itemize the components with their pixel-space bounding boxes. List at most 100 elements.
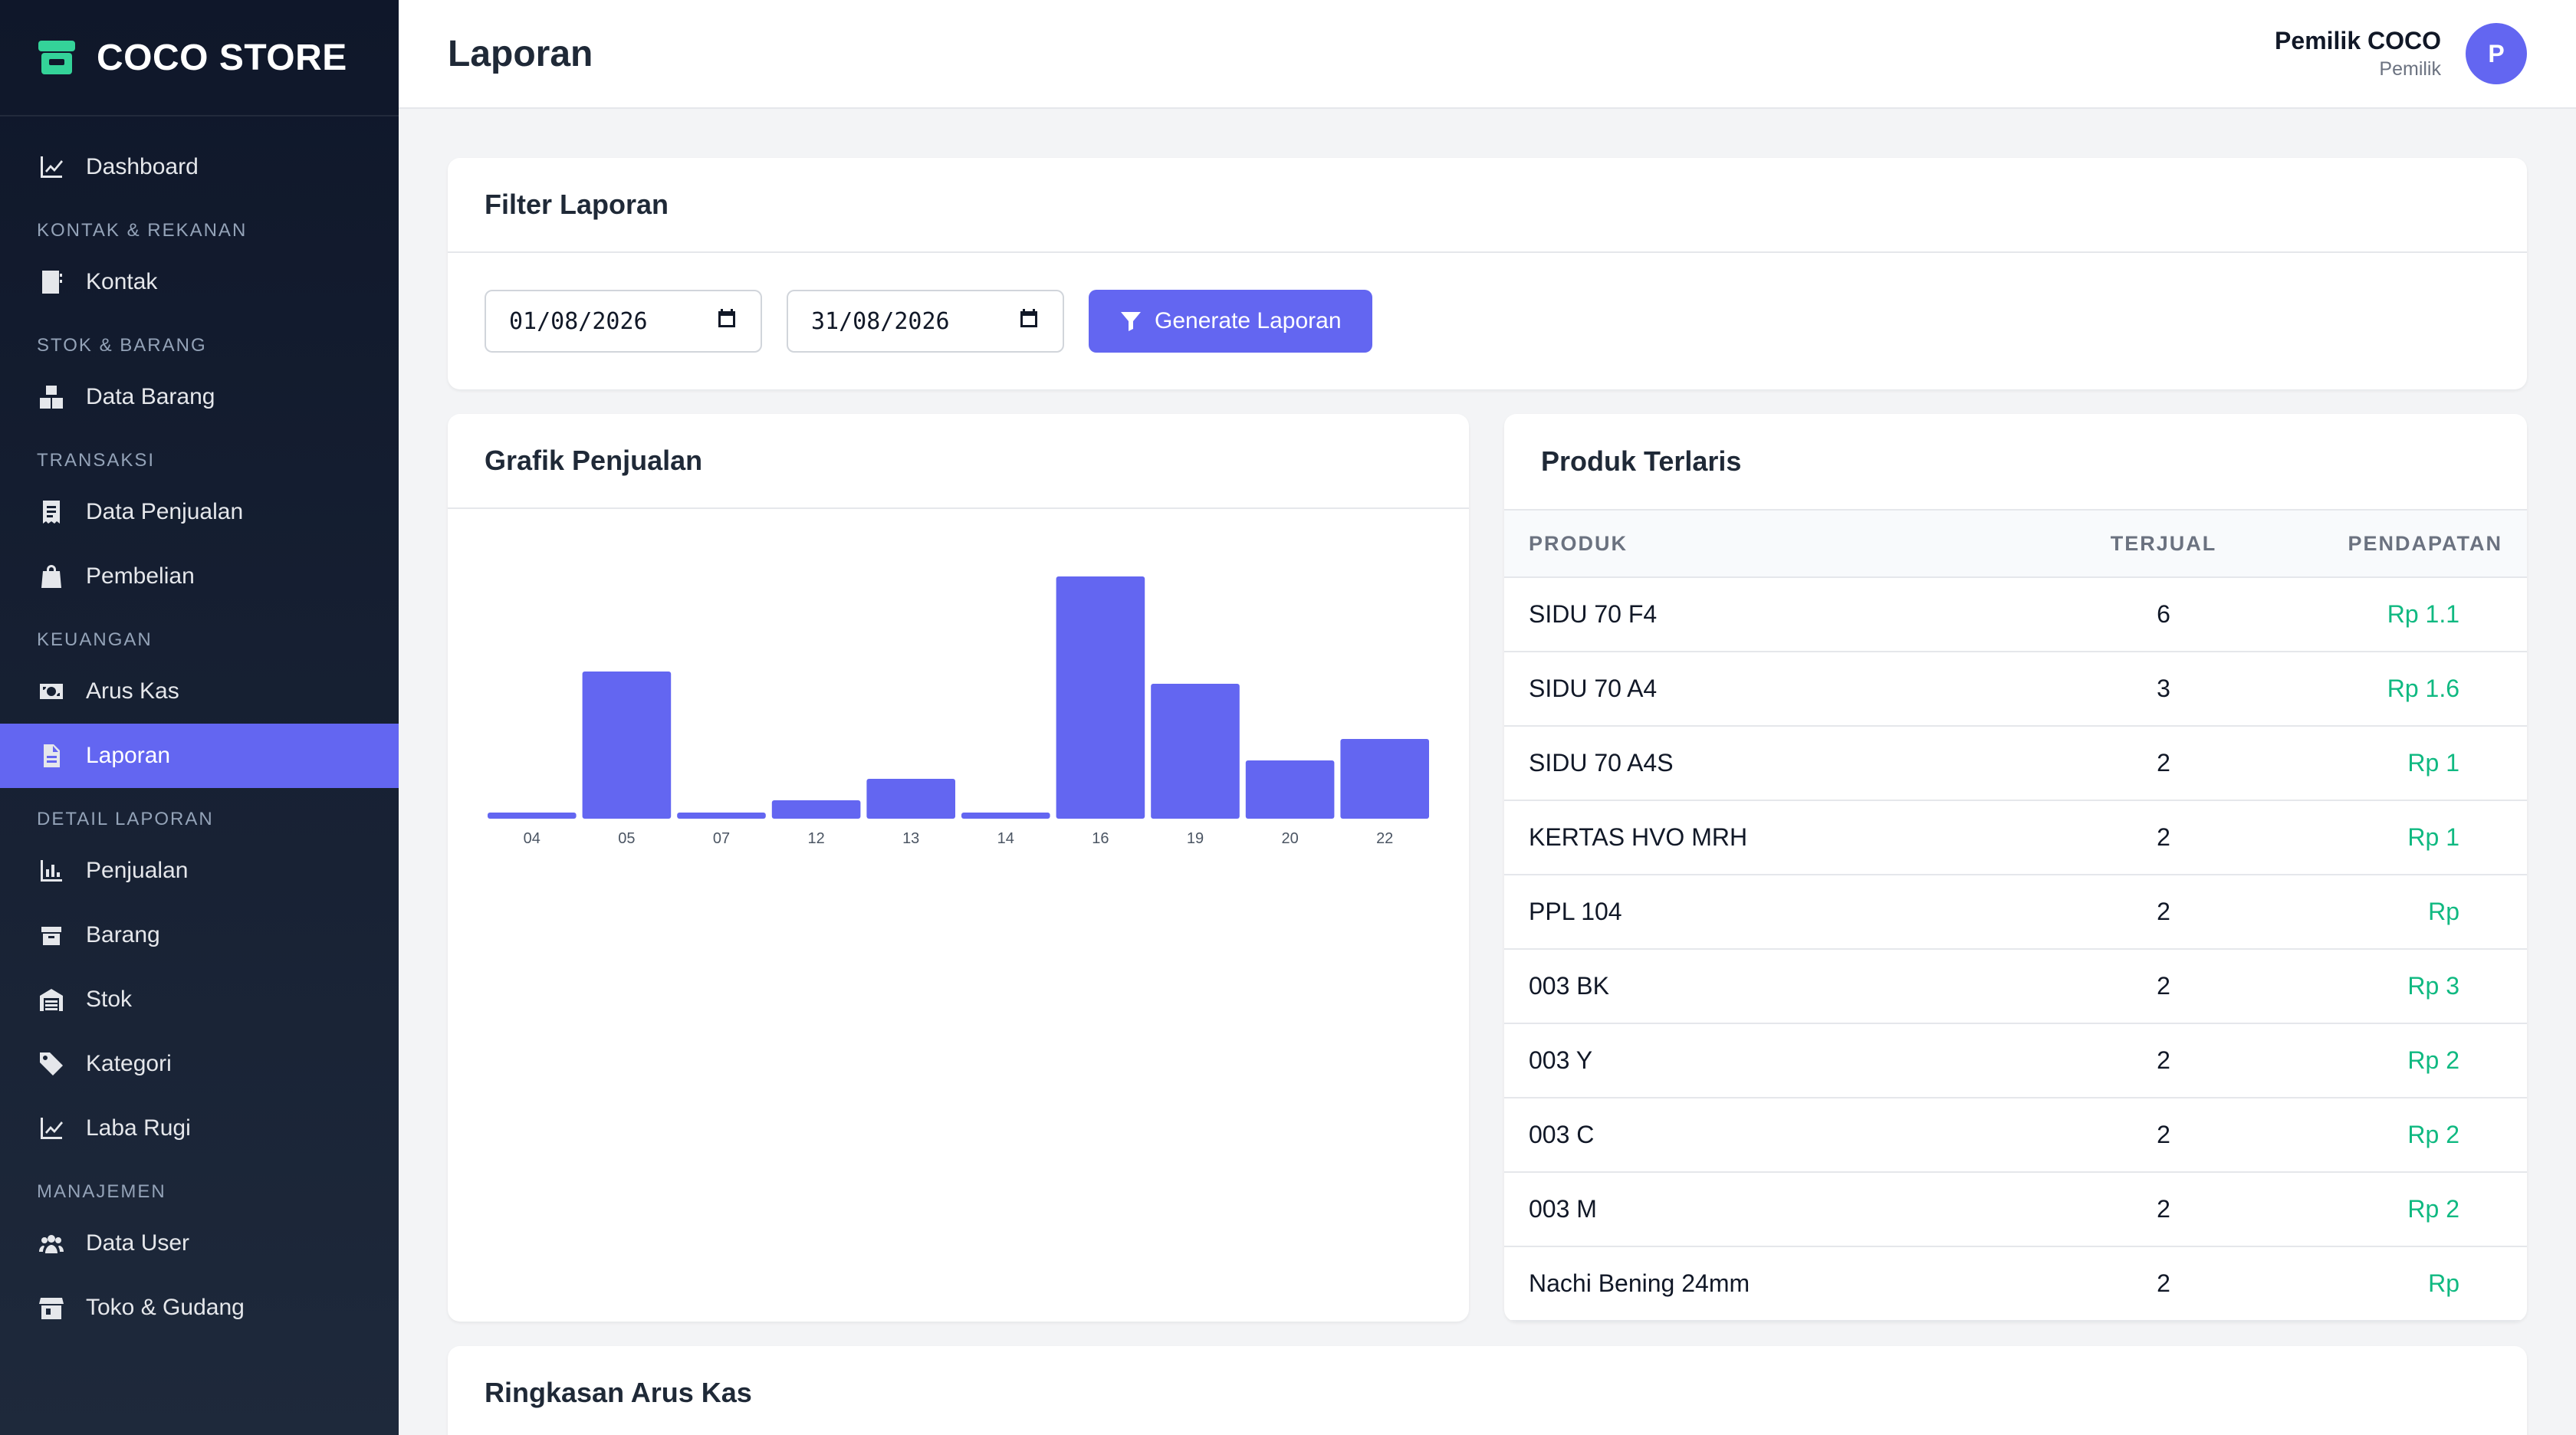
product-sold: 2 (2157, 1121, 2170, 1148)
receipt-icon (38, 499, 64, 525)
sidebar-item-label: Laba Rugi (86, 1115, 191, 1141)
table-row: SIDU 70 A4 3 Rp 1.6 (1504, 652, 2527, 727)
sidebar-item-toko-gudang[interactable]: Toko & Gudang (0, 1276, 399, 1340)
product-revenue-text: Rp 1.6 (2387, 675, 2459, 702)
product-sold: 2 (2157, 1269, 2170, 1297)
sidebar-item-data-user[interactable]: Data User (0, 1211, 399, 1276)
sidebar-item-arus-kas[interactable]: Arus Kas (0, 659, 399, 724)
product-revenue: Rp 3 (2317, 972, 2459, 1000)
sidebar-item-label: Stok (86, 987, 133, 1012)
chart-bar-05[interactable] (582, 672, 672, 819)
product-revenue: Rp (2317, 898, 2459, 926)
sidebar-item-label: Dashboard (86, 154, 199, 179)
product-revenue-text: Rp 2 (2407, 1121, 2459, 1148)
sidebar: COCO STORE Dashboard KONTAK & REKANAN Kont… (0, 0, 399, 1435)
table-row: SIDU 70 F4 6 Rp 1.1 (1504, 578, 2527, 652)
sidebar-item-label: Laporan (86, 743, 171, 768)
chart-line-icon (38, 1115, 64, 1141)
product-sold: 2 (2157, 972, 2170, 1000)
table-row: 003 BK 2 Rp 3 (1504, 950, 2527, 1024)
sidebar-item-barang[interactable]: Barang (0, 903, 399, 967)
store-icon (38, 1295, 64, 1321)
chart-bar-14[interactable] (961, 813, 1050, 819)
product-revenue-text: Rp 2 (2407, 1046, 2459, 1074)
top-products-table: PRODUK TERJUAL PENDAPATAN SIDU 70 F4 6 Rp … (1504, 509, 2527, 1322)
chart-bar-22[interactable] (1340, 739, 1429, 819)
product-revenue-text: Rp 1.1 (2387, 600, 2459, 628)
generate-report-label: Generate Laporan (1155, 308, 1342, 333)
product-revenue: Rp 2 (2317, 1195, 2459, 1223)
address-book-icon (38, 269, 64, 295)
sidebar-item-pembelian[interactable]: Pembelian (0, 544, 399, 609)
product-name: PPL 104 (1529, 898, 1622, 925)
product-sold: 2 (2157, 1046, 2170, 1074)
generate-report-button[interactable]: Generate Laporan (1089, 290, 1372, 353)
product-revenue: Rp 2 (2317, 1046, 2459, 1075)
product-name: KERTAS HVO MRH (1529, 823, 1748, 851)
sidebar-item-laba-rugi[interactable]: Laba Rugi (0, 1096, 399, 1161)
column-header-product: PRODUK (1529, 531, 1628, 555)
user-role: Pemilik (2379, 58, 2441, 80)
table-row: 003 C 2 Rp 2 (1504, 1098, 2527, 1173)
money-bill-icon (38, 678, 64, 704)
sidebar-item-label: Kontak (86, 269, 158, 294)
brand[interactable]: COCO STORE (0, 0, 399, 117)
x-tick-label: 12 (807, 830, 824, 847)
table-row: KERTAS HVO MRH 2 Rp 1 (1504, 801, 2527, 875)
product-revenue: Rp 1.1 (2317, 600, 2459, 629)
shopping-bag-icon (38, 563, 64, 589)
product-name: 003 Y (1529, 1046, 1593, 1074)
product-sold: 2 (2157, 823, 2170, 851)
chart-bar-13[interactable] (866, 779, 955, 819)
product-sold: 2 (2157, 898, 2170, 925)
sidebar-item-label: Kategori (86, 1051, 172, 1076)
table-row: SIDU 70 A4S 2 Rp 1 (1504, 727, 2527, 801)
nav-section-label: TRANSAKSI (37, 450, 156, 471)
sidebar-item-kontak[interactable]: Kontak (0, 250, 399, 314)
users-icon (38, 1230, 64, 1256)
sales-chart-title: Grafik Penjualan (448, 414, 1469, 509)
sidebar-item-data-barang[interactable]: Data Barang (0, 365, 399, 429)
x-tick-label: 05 (618, 830, 635, 847)
product-revenue: Rp (2317, 1269, 2459, 1298)
top-products-card: Produk Terlaris PRODUK TERJUAL PENDAPATA… (1504, 414, 2527, 1322)
sidebar-item-stok[interactable]: Stok (0, 967, 399, 1032)
product-revenue: Rp 1 (2317, 823, 2459, 852)
x-tick-label: 13 (902, 830, 919, 847)
chart-bar-19[interactable] (1151, 684, 1240, 819)
product-name: SIDU 70 A4 (1529, 675, 1658, 702)
sidebar-item-kategori[interactable]: Kategori (0, 1032, 399, 1096)
user-menu[interactable]: Pemilik COCO Pemilik P (2275, 23, 2527, 84)
x-tick-label: 04 (524, 830, 540, 847)
sales-chart-card: Grafik Penjualan 04 05 07 12 13 14 16 19 20 22 (448, 414, 1469, 1322)
calendar-icon[interactable] (1018, 307, 1040, 335)
sidebar-nav: Dashboard KONTAK & REKANAN Kontak STOK & BA… (0, 117, 399, 1340)
filter-controls: 01/08/2026 31/08/2026 Generate Laporan (448, 253, 2527, 353)
sidebar-item-label: Data Penjualan (86, 499, 244, 524)
sidebar-item-penjualan[interactable]: Penjualan (0, 839, 399, 903)
sidebar-item-laporan[interactable]: Laporan (0, 724, 399, 788)
chart-bar-12[interactable] (771, 800, 861, 819)
chart-bar-20[interactable] (1245, 760, 1335, 819)
sidebar-item-data-penjualan[interactable]: Data Penjualan (0, 480, 399, 544)
user-name: Pemilik COCO (2275, 27, 2441, 54)
table-header: PRODUK TERJUAL PENDAPATAN (1504, 509, 2527, 578)
product-revenue: Rp 1 (2317, 749, 2459, 777)
chart-bar-04[interactable] (488, 813, 577, 819)
nav-section-label: DETAIL LAPORAN (37, 809, 214, 829)
sidebar-item-dashboard[interactable]: Dashboard (0, 135, 399, 199)
sidebar-item-label: Penjualan (86, 858, 189, 883)
product-name: 003 M (1529, 1195, 1597, 1223)
product-revenue-text: Rp 1 (2407, 823, 2459, 851)
calendar-icon[interactable] (716, 307, 738, 335)
nav-section-label: MANAJEMEN (37, 1181, 166, 1202)
product-name: SIDU 70 A4S (1529, 749, 1674, 777)
chart-bar-16[interactable] (1056, 576, 1145, 819)
start-date-input[interactable]: 01/08/2026 (485, 290, 762, 353)
product-name: 003 BK (1529, 972, 1609, 1000)
chart-bar-07[interactable] (677, 813, 766, 819)
column-header-sold: TERJUAL (2110, 531, 2217, 555)
table-row: PPL 104 2 Rp (1504, 875, 2527, 950)
end-date-input[interactable]: 31/08/2026 (787, 290, 1064, 353)
avatar[interactable]: P (2466, 23, 2527, 84)
